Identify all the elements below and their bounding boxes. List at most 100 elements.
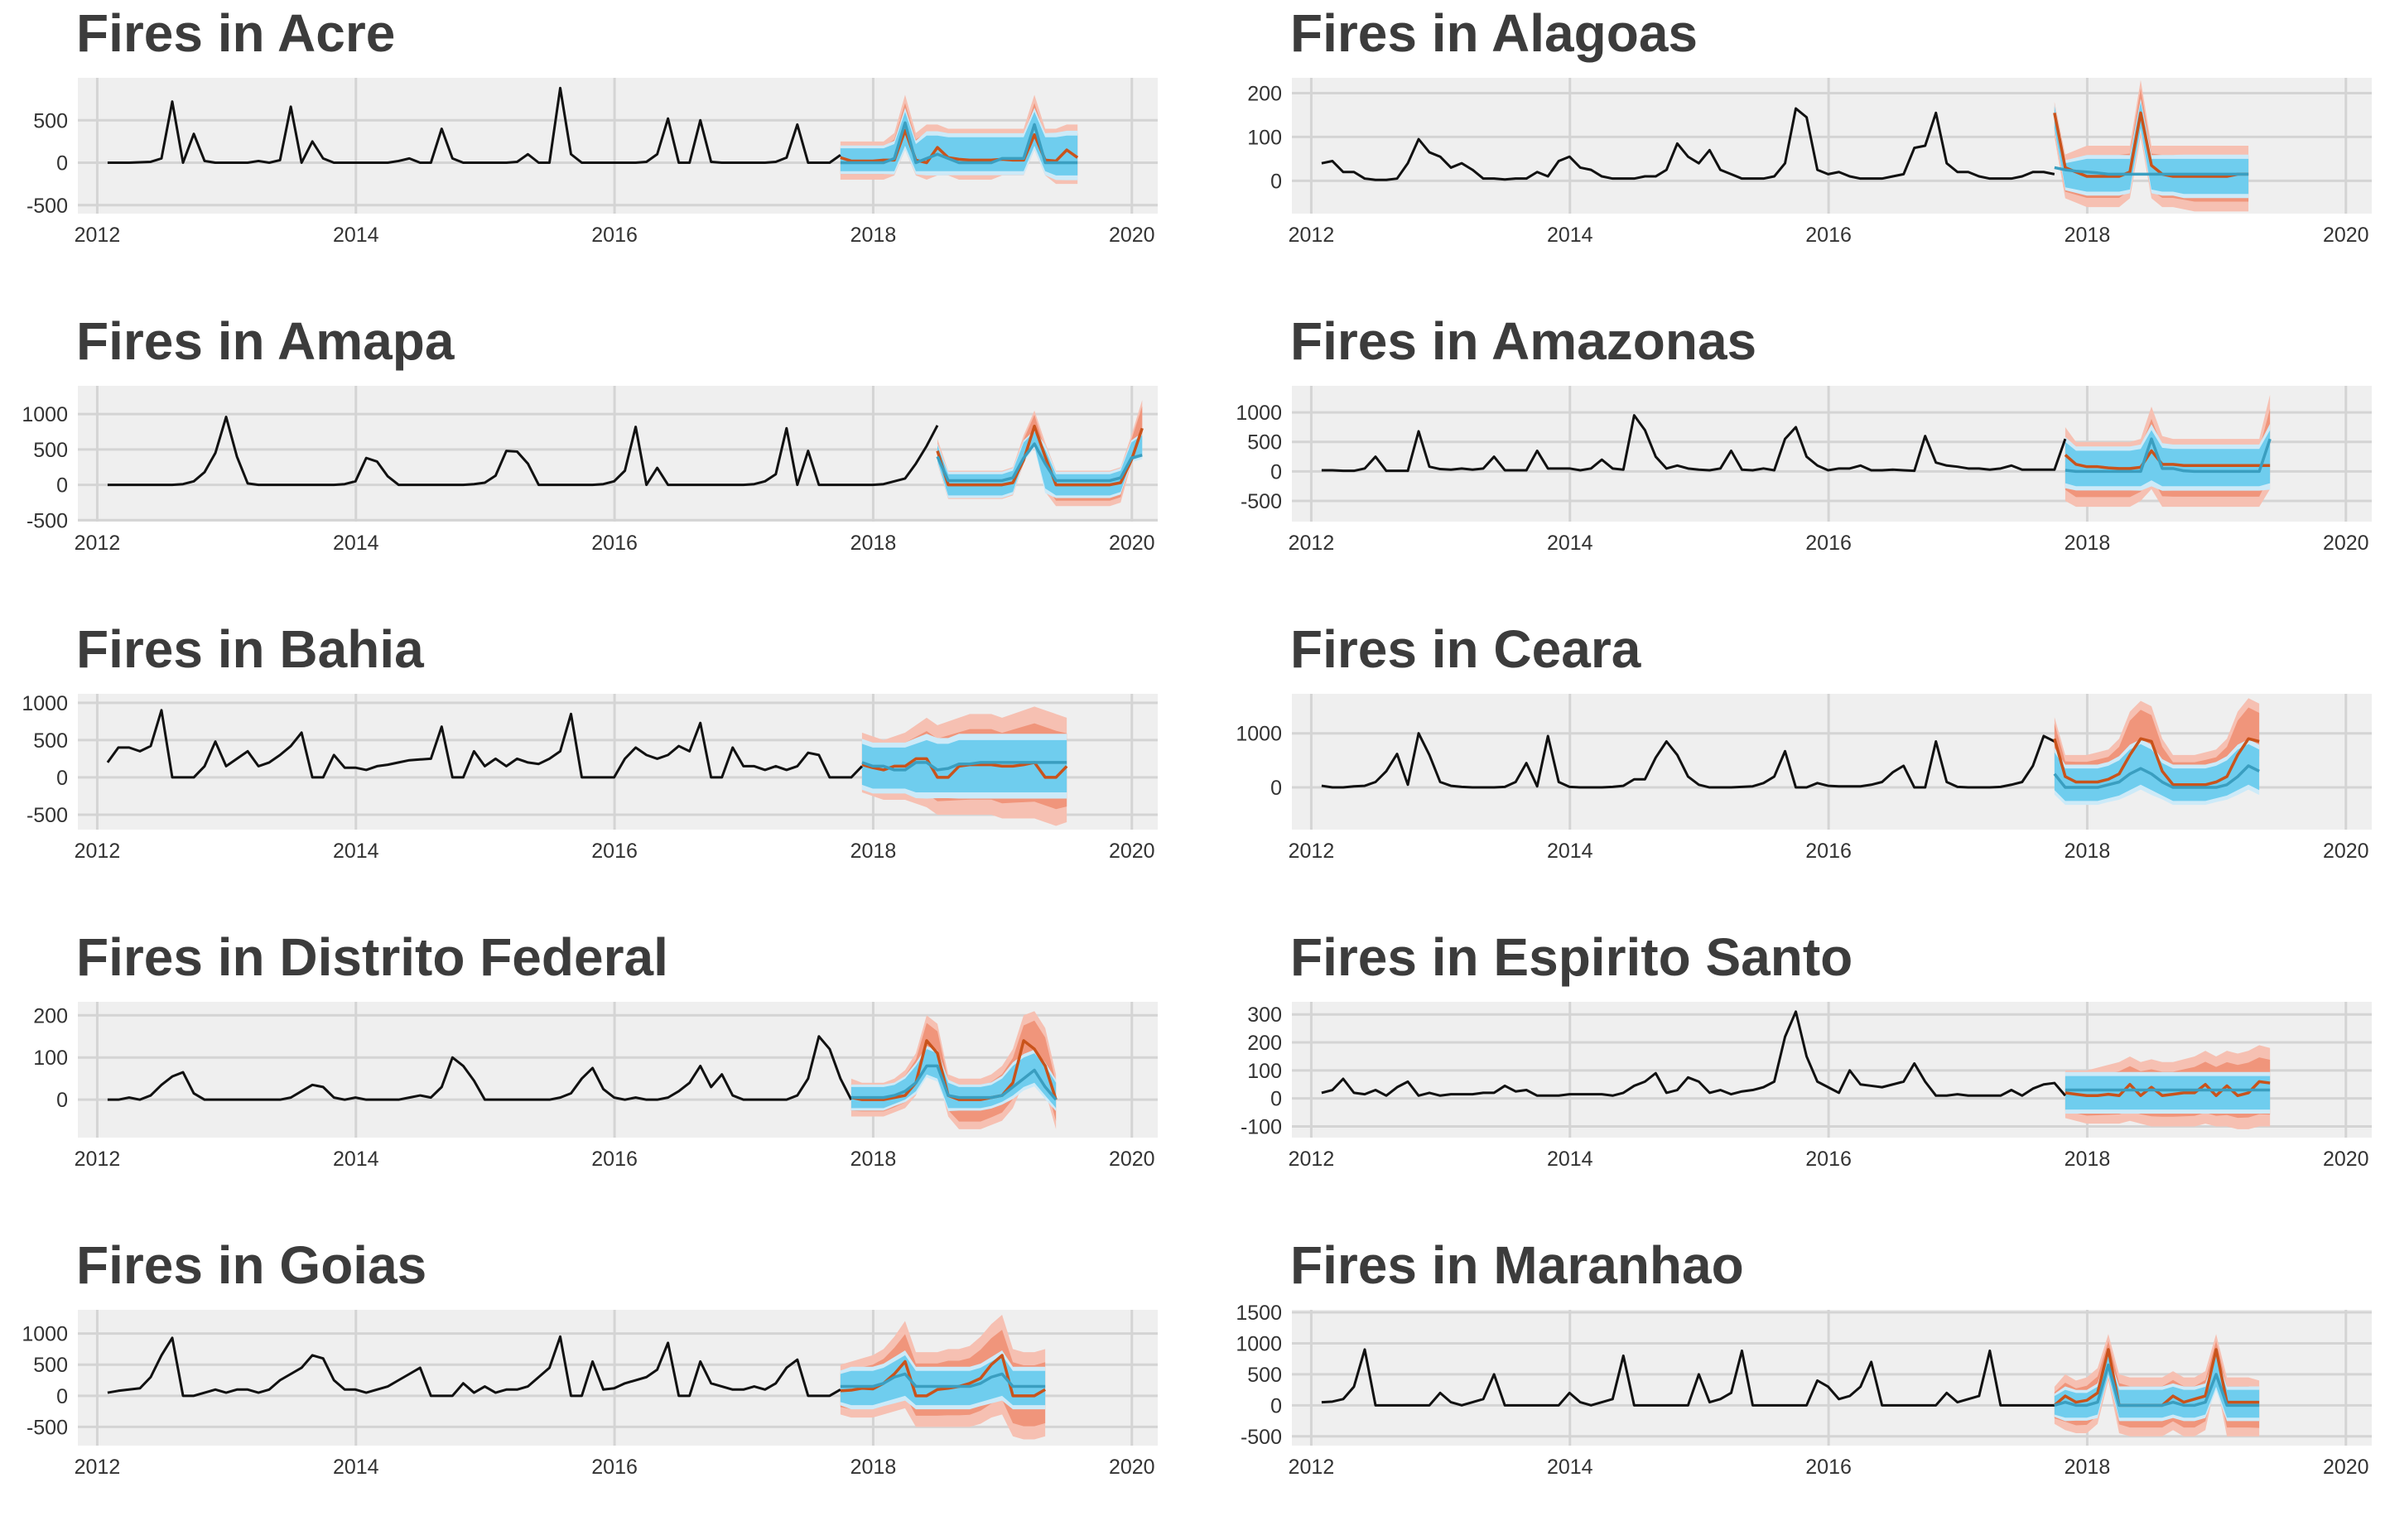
- x-tick-label: 2016: [1805, 532, 1852, 555]
- y-tick-label: 500: [1247, 431, 1282, 455]
- x-tick-label: 2018: [850, 1456, 897, 1479]
- x-tick-label: 2018: [850, 224, 897, 247]
- x-tick-label: 2020: [1109, 224, 1155, 247]
- x-tick-label: 2014: [1547, 1148, 1593, 1171]
- y-tick-label: 300: [1247, 1003, 1282, 1027]
- x-tick-label: 2020: [2323, 1148, 2369, 1171]
- chart-panel: Fires in Bahia -500 0 500 1000 2012 2014 2016 20…: [0, 616, 1192, 924]
- x-tick-label: 2012: [1289, 1456, 1335, 1479]
- x-tick-label: 2012: [75, 840, 121, 863]
- forecast-band-inner-blue: [2054, 102, 2249, 195]
- forecast-band-inner-blue: [2065, 1076, 2271, 1110]
- x-tick-label: 2018: [850, 840, 897, 863]
- x-tick-label: 2012: [1289, 1148, 1335, 1171]
- y-tick-label: 500: [33, 109, 68, 132]
- chart-title: Fires in Bahia: [76, 619, 424, 679]
- x-tick-label: 2014: [1547, 1456, 1593, 1479]
- chart-panel: Fires in Maranhao -500 0 500 1000 1500 2012 201…: [1214, 1232, 2385, 1540]
- observed-series-line: [1321, 107, 2055, 181]
- y-tick-label: 0: [1270, 1394, 1282, 1417]
- x-tick-label: 2016: [1805, 840, 1852, 863]
- y-tick-label: -500: [1241, 1426, 1282, 1449]
- observed-series-line: [107, 86, 841, 164]
- x-tick-label: 2016: [1805, 1148, 1852, 1171]
- chart-svg: -500 0 500 2012 2014 2016 2018 2020: [26, 78, 1158, 247]
- chart-panel: Fires in Alagoas 0 100 200 2012 2014 2016 2018 2…: [1214, 0, 2385, 308]
- y-tick-label: 0: [1270, 460, 1282, 484]
- x-tick-label: 2014: [333, 1148, 379, 1171]
- y-tick-label: 1000: [1236, 1332, 1282, 1355]
- x-tick-label: 2018: [850, 1148, 897, 1171]
- x-tick-label: 2020: [2323, 532, 2369, 555]
- observed-series-line: [107, 1335, 841, 1398]
- x-tick-label: 2012: [75, 224, 121, 247]
- chart-svg: 0 100 200 2012 2014 2016 2018 2020: [1247, 78, 2372, 247]
- x-tick-label: 2014: [333, 1456, 379, 1479]
- observed-series-line: [1321, 414, 2067, 473]
- observed-series-line: [1321, 732, 2055, 789]
- x-tick-label: 2012: [1289, 840, 1335, 863]
- y-tick-label: -500: [1241, 490, 1282, 513]
- y-tick-label: 1000: [22, 403, 68, 426]
- forecast-line-blue: [2054, 166, 2249, 176]
- y-tick-label: 100: [1247, 126, 1282, 149]
- chart-title: Fires in Ceara: [1290, 619, 1641, 679]
- x-tick-label: 2016: [591, 840, 638, 863]
- x-tick-label: 2016: [591, 1456, 638, 1479]
- x-tick-label: 2012: [75, 532, 121, 555]
- x-tick-label: 2016: [1805, 224, 1852, 247]
- y-tick-label: 500: [33, 439, 68, 462]
- y-tick-label: -500: [26, 1416, 68, 1439]
- x-tick-label: 2020: [1109, 1148, 1155, 1171]
- y-tick-label: -500: [26, 509, 68, 532]
- forecast-band-inner-blue: [840, 1355, 1046, 1406]
- forecast-line-blue: [936, 442, 1143, 483]
- forecast-line-orange: [2064, 449, 2271, 470]
- y-tick-label: 0: [1270, 1088, 1282, 1111]
- small-multiples-grid: Fires in Acre -500 0 500 2012 2014 2016 2018 202…: [0, 0, 2385, 1479]
- y-tick-label: 0: [56, 474, 68, 498]
- y-tick-label: 0: [1270, 777, 1282, 800]
- x-tick-label: 2020: [1109, 1456, 1155, 1479]
- y-tick-label: 0: [56, 1089, 68, 1112]
- forecast-line-blue: [2065, 437, 2272, 474]
- x-tick-label: 2016: [1805, 1456, 1852, 1479]
- y-tick-label: 500: [1247, 1364, 1282, 1387]
- x-tick-label: 2014: [1547, 532, 1593, 555]
- y-tick-label: -500: [26, 804, 68, 827]
- forecast-line-orange: [2065, 1080, 2271, 1098]
- x-tick-label: 2012: [1289, 224, 1335, 247]
- y-tick-label: 200: [33, 1004, 68, 1027]
- y-tick-label: 1000: [22, 692, 68, 715]
- chart-panel: Fires in Distrito Federal 0 100 200 2012 2014…: [0, 924, 1192, 1232]
- y-tick-label: 1000: [1236, 723, 1282, 746]
- forecast-line-orange: [936, 424, 1144, 487]
- x-tick-label: 2014: [333, 532, 379, 555]
- chart-svg: -500 0 500 1000 2012 2014 2016 2018 2020: [1236, 386, 2372, 555]
- x-tick-label: 2014: [333, 840, 379, 863]
- chart-title: Fires in Maranhao: [1290, 1235, 1744, 1295]
- chart-panel: Fires in Amazonas -500 0 500 1000 2012 2014 201…: [1214, 308, 2385, 616]
- chart-svg: -100 0 100 200 300 2012 2014 2016 2018 2020: [1241, 1002, 2372, 1171]
- y-tick-label: 1000: [22, 1323, 68, 1346]
- y-tick-label: 500: [33, 729, 68, 753]
- chart-svg: -500 0 500 1000 2012 2014 2016 2018 2020: [22, 386, 1158, 555]
- forecast-line-blue: [2054, 1363, 2260, 1408]
- plot-background: [78, 386, 1158, 522]
- x-tick-label: 2020: [1109, 532, 1155, 555]
- y-tick-label: 0: [1270, 170, 1282, 193]
- x-tick-label: 2014: [1547, 840, 1593, 863]
- x-tick-label: 2018: [2065, 1456, 2111, 1479]
- y-tick-label: 100: [1247, 1060, 1282, 1083]
- chart-title: Fires in Distrito Federal: [76, 927, 668, 987]
- x-tick-label: 2014: [1547, 224, 1593, 247]
- chart-panel: Fires in Goias -500 0 500 1000 2012 2014 2016 20…: [0, 1232, 1192, 1540]
- y-tick-label: 1000: [1236, 402, 1282, 425]
- x-tick-label: 2018: [2065, 1148, 2111, 1171]
- chart-svg: -500 0 500 1000 2012 2014 2016 2018 2020: [22, 1310, 1158, 1479]
- chart-panel: Fires in Amapa -500 0 500 1000 2012 2014 2016 20…: [0, 308, 1192, 616]
- y-tick-label: 100: [33, 1047, 68, 1070]
- forecast-line-orange: [2053, 737, 2260, 787]
- x-tick-label: 2020: [2323, 1456, 2369, 1479]
- x-tick-label: 2018: [2065, 840, 2111, 863]
